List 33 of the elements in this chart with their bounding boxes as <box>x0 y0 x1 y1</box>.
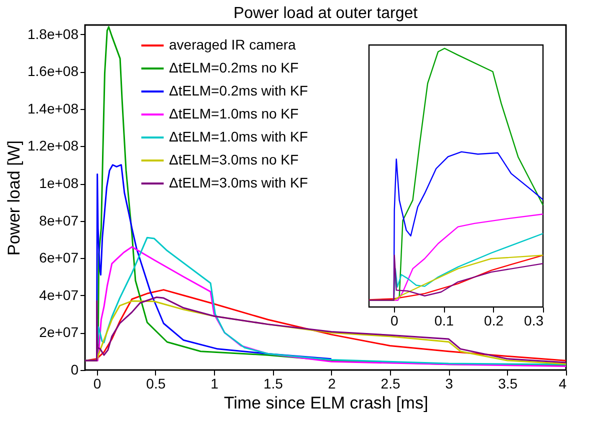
x-tick-label: 0.5 <box>146 376 166 392</box>
x-tick-label: 0.1 <box>434 312 454 328</box>
x-tick-label: 3 <box>445 376 454 392</box>
y-tick-label: 8e+07 <box>39 212 79 228</box>
legend-label: ΔtELM=3.0ms no KF <box>169 152 299 168</box>
x-tick-label: 1 <box>210 376 219 392</box>
y-axis-title: Power load [W] <box>4 140 24 256</box>
y-tick-label: 1.4e+08 <box>28 100 79 116</box>
x-tick-label: 0 <box>93 376 102 392</box>
chart-title: Power load at outer target <box>233 5 418 22</box>
x-tick-label: 0.3 <box>524 312 544 328</box>
x-tick-label: 2 <box>328 376 336 392</box>
y-tick-label: 2e+07 <box>39 324 79 340</box>
y-tick-label: 1.8e+08 <box>28 26 79 42</box>
legend-label: ΔtELM=1.0ms with KF <box>169 128 308 144</box>
x-tick-label: 1.5 <box>263 376 284 392</box>
y-tick-label: 6e+07 <box>39 250 79 266</box>
y-tick-label: 0 <box>70 362 79 378</box>
y-tick-label: 1e+08 <box>39 175 79 192</box>
x-tick-label: 4 <box>558 376 567 392</box>
legend-label: ΔtELM=0.2ms with KF <box>169 82 308 98</box>
y-tick-label: 1.2e+08 <box>28 138 79 154</box>
x-tick-label: 3.5 <box>498 376 518 392</box>
legend-label: ΔtELM=0.2ms no KF <box>169 60 299 76</box>
x-tick-label: 2.5 <box>380 376 400 392</box>
x-tick-label: 0 <box>390 312 398 328</box>
x-tick-label: 0.2 <box>484 312 504 328</box>
legend-label: averaged IR camera <box>169 36 296 52</box>
legend-label: ΔtELM=3.0ms with KF <box>169 174 308 190</box>
legend-label: ΔtELM=1.0ms no KF <box>169 106 299 122</box>
y-tick-label: 4e+07 <box>39 286 79 303</box>
x-axis-title: Time since ELM crash [ms] <box>224 394 428 412</box>
y-tick-label: 1.6e+08 <box>28 63 79 80</box>
